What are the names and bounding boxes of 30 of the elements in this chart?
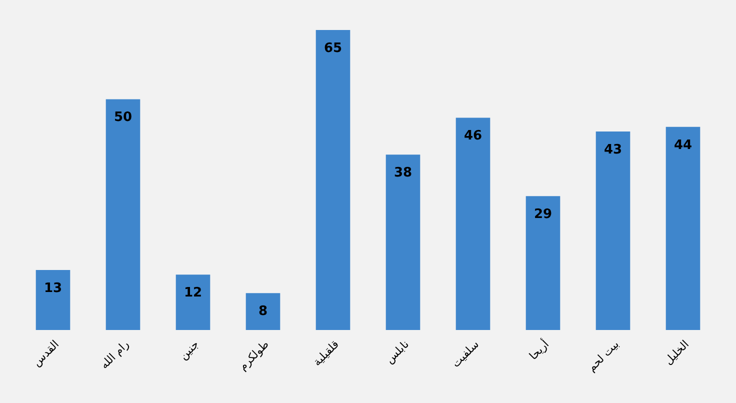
data-label: 65 [324, 41, 342, 56]
x-tick-label: طولكرم [236, 338, 272, 373]
data-label: 50 [114, 110, 132, 126]
data-label: 29 [534, 207, 552, 222]
data-label: 13 [44, 281, 62, 296]
bar [596, 132, 630, 330]
x-tick-label: بيت لحم [585, 338, 622, 374]
bar [246, 293, 280, 330]
bar [106, 99, 140, 330]
x-tick-label: سلفيت [449, 338, 482, 370]
x-tick-label: الخليل [662, 338, 692, 368]
bar [386, 154, 420, 330]
data-label: 38 [394, 166, 412, 181]
bar [176, 274, 210, 330]
data-label: 46 [464, 128, 482, 144]
bar [526, 196, 560, 330]
data-label: 8 [258, 304, 268, 320]
bar [456, 118, 490, 330]
bar [666, 126, 700, 330]
x-tick-label: جنين [176, 338, 202, 362]
x-tick-label: قلقيلية [310, 338, 342, 369]
x-tick-label: أريحا [526, 337, 552, 362]
bar [36, 270, 70, 330]
bar [316, 30, 350, 330]
x-tick-label: نابلس [383, 338, 412, 366]
data-label: 44 [674, 138, 692, 153]
x-tick-label: رام الله [98, 338, 132, 372]
data-label: 43 [604, 142, 622, 158]
x-tick-label: القدس [30, 338, 62, 370]
data-label: 12 [184, 286, 202, 301]
